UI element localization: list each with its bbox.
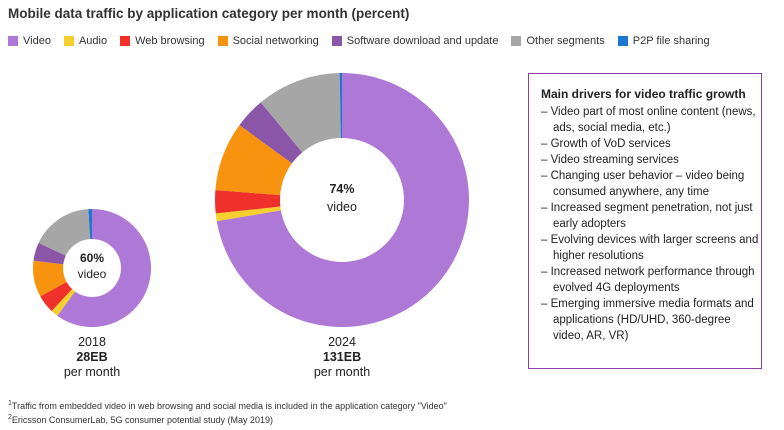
slice-video-2018 [57,209,152,328]
center-value-2018: 60% [80,251,104,265]
legend-label: Web browsing [135,35,205,47]
footnote-text: Ericsson ConsumerLab, 5G consumer potent… [11,415,274,425]
caption-unit: per month [313,365,371,379]
caption-total: 131EB [322,350,362,364]
driver-item: Video streaming services [541,152,761,168]
driver-item: Changing user behavior – video being con… [541,168,761,200]
drivers-list: Video part of most online content (news,… [541,104,761,344]
slice-p2p-2024 [339,73,342,139]
legend-item-audio: Audio [63,35,108,47]
legend-item-web-browsing: Web browsing [120,35,205,47]
slice-social-networking-2024 [215,125,292,196]
caption-unit: per month [63,365,121,379]
legend-item-video: Video [8,35,51,47]
slice-web-browsing-2024 [215,190,281,214]
legend-item-social-networking: Social networking [217,35,319,47]
slice-software-download-2018 [33,242,66,265]
legend-item-software-download: Software download and update [331,35,499,47]
driver-item: Increased segment penetration, not just … [541,200,761,232]
driver-item: Evolving devices with larger screens and… [541,232,761,264]
legend-label: Other segments [526,35,605,47]
legend-swatch [217,36,228,46]
slice-other-segments-2018 [38,209,91,256]
drivers-heading: Main drivers for video traffic growth [541,87,746,101]
center-label-2018: video [78,267,107,281]
legend-label: P2P file sharing [632,35,710,47]
legend-label: Software download and update [346,35,499,47]
legend-label: Social networking [232,35,319,47]
legend-swatch [8,36,18,46]
slice-web-browsing-2018 [40,281,73,312]
chart-title: Mobile data traffic by application categ… [8,6,410,21]
slice-audio-2018 [51,289,75,316]
legend-label: Video [23,35,51,47]
driver-item: Video part of most online content (news,… [541,104,761,136]
caption-year: 2018 [78,335,106,349]
caption-2024: 2024 131EB per month [297,335,387,380]
footnote-mark: 1 [8,400,12,407]
donut-2018 [33,209,152,328]
driver-item: Increased network performance through ev… [541,264,761,296]
legend-swatch [120,36,131,46]
legend: Video Audio Web browsing Social networki… [8,35,710,47]
legend-swatch [63,36,74,46]
legend-swatch [331,36,342,46]
legend-label: Audio [78,35,108,47]
donut-2024 [215,73,470,328]
slice-software-download-2024 [239,102,303,164]
driver-item: Growth of VoD services [541,136,761,152]
footnote-2: 2Ericsson ConsumerLab, 5G consumer poten… [8,412,447,426]
center-value-2024: 74% [329,182,354,196]
footnote-mark: 2 [8,414,12,421]
footnote-1: 1Traffic from embedded video in web brow… [8,398,447,412]
caption-total: 28EB [76,350,108,364]
legend-item-other-segments: Other segments [511,35,605,47]
caption-year: 2024 [328,335,356,349]
legend-item-p2p: P2P file sharing [617,35,710,47]
slice-audio-2024 [215,206,281,222]
slice-social-networking-2018 [33,260,67,297]
footnotes: 1Traffic from embedded video in web brow… [8,398,447,426]
center-label-2024: video [327,200,357,214]
legend-swatch [617,36,628,46]
drivers-box: Main drivers for video traffic growth Vi… [528,73,762,369]
footnote-text: Traffic from embedded video in web brows… [11,401,447,411]
legend-swatch [511,36,522,46]
slice-p2p-2018 [88,209,92,240]
caption-2018: 2018 28EB per month [52,335,132,380]
driver-item: Emerging immersive media formats and app… [541,296,761,344]
slice-video-2024 [216,73,470,328]
slice-other-segments-2024 [260,73,341,153]
